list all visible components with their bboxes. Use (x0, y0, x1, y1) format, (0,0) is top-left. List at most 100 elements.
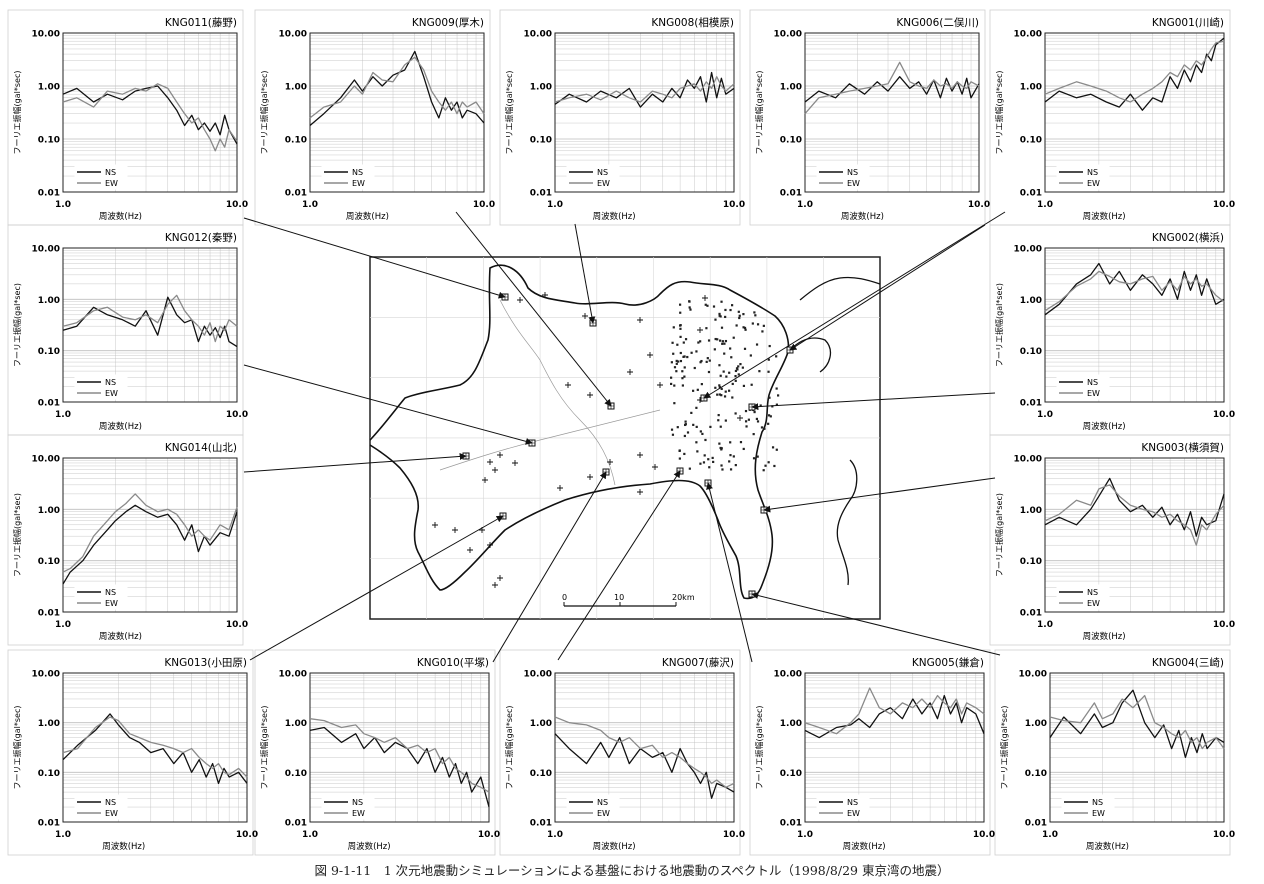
legend-box (1056, 164, 1110, 190)
x-tick-label: 10.0 (1213, 830, 1235, 840)
legend-box (816, 164, 870, 190)
station-dot (684, 420, 687, 423)
site-arrow (243, 364, 533, 445)
legend-label-ns: NS (105, 588, 116, 597)
station-dot (679, 311, 682, 314)
legend-label-ew: EW (105, 389, 118, 398)
figure-caption: 図 9-1-11 1 次元地震動シミュレーションによる基盤における地震動のスペク… (314, 863, 950, 878)
x-tick-label: 1.0 (55, 830, 71, 840)
station-dot (718, 384, 721, 387)
chart-title: KNG010(平塚) (417, 657, 489, 669)
station-dot (695, 425, 698, 428)
site-arrow (243, 217, 506, 299)
station-dot (720, 448, 723, 451)
station-dot (711, 456, 714, 460)
station-dot (761, 330, 764, 333)
station-dot (725, 375, 728, 378)
station-cross (647, 352, 653, 358)
legend-label-ew: EW (352, 809, 365, 818)
station-dot (764, 464, 767, 467)
station-dot (688, 300, 691, 303)
y-tick-label: 1.00 (1020, 506, 1042, 516)
legend-box (1056, 374, 1110, 400)
station-dot (745, 425, 748, 428)
y-tick-label: 1.00 (285, 719, 307, 729)
station-cross (432, 522, 438, 528)
scale-label-10: 10 (614, 593, 624, 602)
series-line-ns (62, 504, 238, 585)
station-dot (718, 393, 721, 396)
series-line-ew (804, 687, 985, 735)
station-dot (672, 352, 675, 355)
plot-area (1044, 32, 1225, 193)
station-cross (565, 382, 571, 388)
station-cross (587, 474, 593, 480)
station-dot (689, 308, 692, 311)
series-line-ns (1044, 262, 1225, 316)
chart-title: KNG008(相模原) (651, 16, 734, 29)
y-tick-label: 0.01 (38, 609, 60, 619)
series-line-ew (309, 56, 485, 119)
station-cross (587, 392, 593, 398)
legend-label-ns: NS (597, 168, 608, 177)
y-axis-label: フーリエ振幅(gal*sec) (754, 71, 764, 155)
y-axis-label: フーリエ振幅(gal*sec) (504, 706, 514, 790)
y-tick-label: 1.00 (530, 83, 552, 93)
plot-area (62, 672, 248, 823)
station-dot (678, 449, 681, 452)
y-tick-label: 10.00 (774, 670, 802, 680)
station-dot (675, 370, 678, 373)
chart-title: KNG002(横浜) (1152, 231, 1224, 244)
station-dot (718, 312, 721, 316)
site-arrow (706, 482, 753, 663)
station-dot (706, 304, 709, 307)
station-cross (517, 297, 523, 303)
station-cross (627, 369, 633, 375)
legend-box (1056, 584, 1110, 610)
station-cross (467, 547, 473, 553)
site-arrow (455, 211, 612, 407)
station-dot (718, 364, 721, 367)
x-axis-label: 周波数(Hz) (99, 211, 142, 222)
plot-area (554, 672, 735, 823)
station-cross (487, 542, 493, 548)
station-cross (542, 292, 548, 298)
station-dot (718, 442, 721, 445)
station-dot (720, 326, 724, 329)
station-cross (702, 295, 708, 301)
y-tick-label: 0.10 (38, 136, 60, 146)
y-tick-label: 0.01 (285, 819, 307, 829)
station-dot (732, 455, 735, 458)
station-dot (767, 358, 770, 361)
y-axis-label: フーリエ振幅(gal*sec) (999, 706, 1009, 790)
legend-box (1061, 794, 1115, 820)
y-tick-label: 1.00 (780, 719, 802, 729)
chart-title: KNG007(藤沢) (662, 656, 734, 669)
station-dot (769, 415, 772, 418)
station-dot (751, 322, 754, 325)
station-dot (734, 379, 737, 382)
y-tick-label: 0.10 (530, 136, 552, 146)
y-tick-label: 1.00 (530, 719, 552, 729)
x-tick-label: 1.0 (1042, 830, 1058, 840)
station-dot (678, 303, 682, 306)
series-line-ew (804, 61, 980, 115)
legend-label-ew: EW (597, 179, 610, 188)
series-line-ns (554, 733, 735, 799)
chart-panel: KNG007(藤沢) 10.00 1.00 0.10 0.011.0 10.0 周波数(Hz… (504, 656, 745, 852)
station-dot (771, 405, 774, 408)
station-dot (730, 304, 734, 307)
station-cross (657, 382, 663, 388)
station-dot (675, 362, 678, 365)
station-dot (729, 347, 732, 350)
site-arrow (492, 471, 607, 663)
station-dot (690, 351, 693, 354)
station-dot (742, 313, 745, 316)
x-axis-label: 周波数(Hz) (841, 211, 884, 222)
panel-frame (254, 649, 496, 856)
station-dot (683, 452, 686, 456)
legend-label-ns: NS (1092, 798, 1103, 807)
station-dot (683, 366, 686, 369)
y-tick-label: 0.01 (1020, 609, 1042, 619)
y-tick-label: 1.00 (38, 83, 60, 93)
